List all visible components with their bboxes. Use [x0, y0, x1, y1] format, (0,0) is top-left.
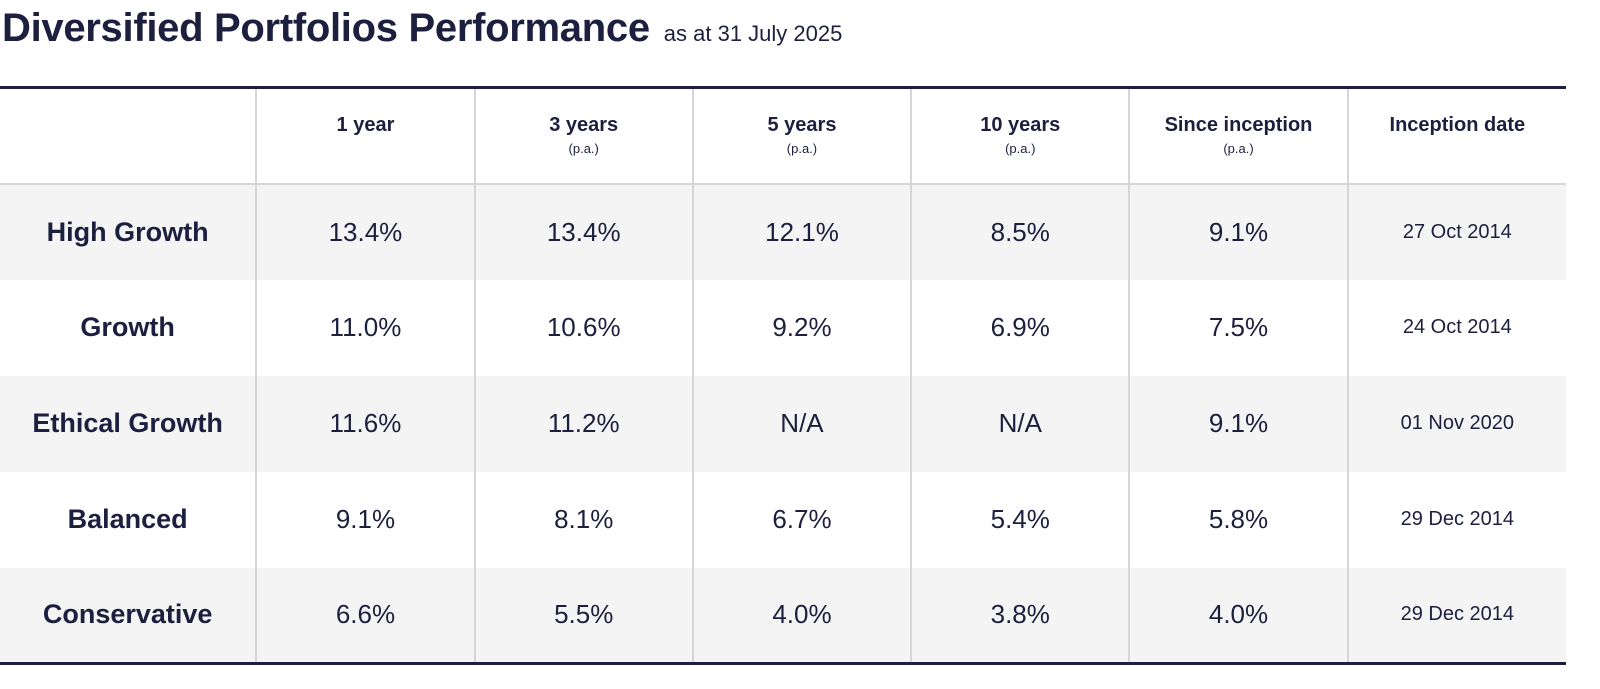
table-row: Balanced 9.1% 8.1% 6.7% 5.4% 5.8% 29 Dec… — [0, 471, 1566, 568]
return-10-years: 8.5% — [910, 183, 1130, 280]
column-sublabel: (p.a.) — [1005, 141, 1036, 156]
inception-date: 27 Oct 2014 — [1346, 183, 1566, 280]
column-header-portfolio — [0, 87, 257, 185]
return-5-years: 4.0% — [691, 567, 912, 664]
column-header-since-inception: Since inception (p.a.) — [1128, 87, 1348, 185]
table-row: Ethical Growth 11.6% 11.2% N/A N/A 9.1% … — [0, 375, 1566, 472]
return-5-years: 12.1% — [691, 183, 912, 280]
return-10-years: 5.4% — [910, 471, 1130, 568]
portfolio-name: Growth — [80, 312, 175, 342]
return-1-year: 9.1% — [255, 471, 475, 568]
return-10-years: 6.9% — [910, 279, 1130, 376]
column-header-1-year: 1 year — [255, 87, 475, 185]
portfolio-name: Ethical Growth — [32, 408, 223, 438]
as-at-date: as at 31 July 2025 — [663, 21, 843, 46]
column-header-5-years: 5 years (p.a.) — [691, 87, 912, 185]
return-1-year: 6.6% — [255, 567, 475, 664]
inception-date: 01 Nov 2020 — [1346, 375, 1566, 472]
return-3-years: 8.1% — [473, 471, 693, 568]
return-since-inception: 7.5% — [1128, 279, 1348, 376]
return-since-inception: 5.8% — [1128, 471, 1348, 568]
return-since-inception: 9.1% — [1128, 375, 1348, 472]
return-10-years: N/A — [910, 375, 1130, 472]
return-5-years: 9.2% — [691, 279, 912, 376]
table-row: High Growth 13.4% 13.4% 12.1% 8.5% 9.1% … — [0, 183, 1566, 280]
performance-table: 1 year 3 years (p.a.) 5 years (p.a.) 10 … — [0, 86, 1566, 665]
column-header-3-years: 3 years (p.a.) — [473, 87, 693, 185]
inception-date: 29 Dec 2014 — [1346, 567, 1566, 664]
return-5-years: 6.7% — [691, 471, 912, 568]
inception-date: 29 Dec 2014 — [1346, 471, 1566, 568]
return-3-years: 5.5% — [473, 567, 693, 664]
return-since-inception: 4.0% — [1128, 567, 1348, 664]
page-header: Diversified Portfolios Performance as at… — [2, 6, 842, 66]
column-header-inception-date: Inception date — [1346, 87, 1566, 185]
return-3-years: 10.6% — [473, 279, 693, 376]
return-5-years: N/A — [691, 375, 912, 472]
column-sublabel: (p.a.) — [786, 141, 818, 156]
return-1-year: 11.6% — [255, 375, 475, 472]
return-1-year: 11.0% — [255, 279, 475, 376]
table-row: Conservative 6.6% 5.5% 4.0% 3.8% 4.0% 29… — [0, 567, 1566, 664]
return-10-years: 3.8% — [910, 567, 1130, 664]
return-3-years: 13.4% — [473, 183, 693, 280]
table-row: Growth 11.0% 10.6% 9.2% 6.9% 7.5% 24 Oct… — [0, 279, 1566, 376]
column-label: Inception date — [1389, 114, 1526, 136]
table-header-row: 1 year 3 years (p.a.) 5 years (p.a.) 10 … — [0, 87, 1566, 185]
column-label: 5 years — [767, 114, 837, 136]
portfolio-name: Balanced — [67, 504, 188, 534]
column-label: 3 years — [549, 114, 619, 136]
column-label: 10 years — [980, 114, 1061, 136]
column-sublabel: (p.a.) — [568, 141, 599, 156]
column-sublabel: (p.a.) — [1223, 141, 1254, 156]
portfolio-name: Conservative — [42, 599, 213, 630]
return-3-years: 11.2% — [473, 375, 693, 472]
return-1-year: 13.4% — [255, 183, 475, 280]
portfolio-name: High Growth — [46, 216, 209, 247]
column-label: Since inception — [1164, 114, 1313, 136]
inception-date: 24 Oct 2014 — [1346, 279, 1566, 376]
column-header-10-years: 10 years (p.a.) — [910, 87, 1130, 185]
page-title: Diversified Portfolios Performance — [2, 6, 650, 50]
return-since-inception: 9.1% — [1128, 183, 1348, 280]
column-label: 1 year — [336, 114, 395, 136]
